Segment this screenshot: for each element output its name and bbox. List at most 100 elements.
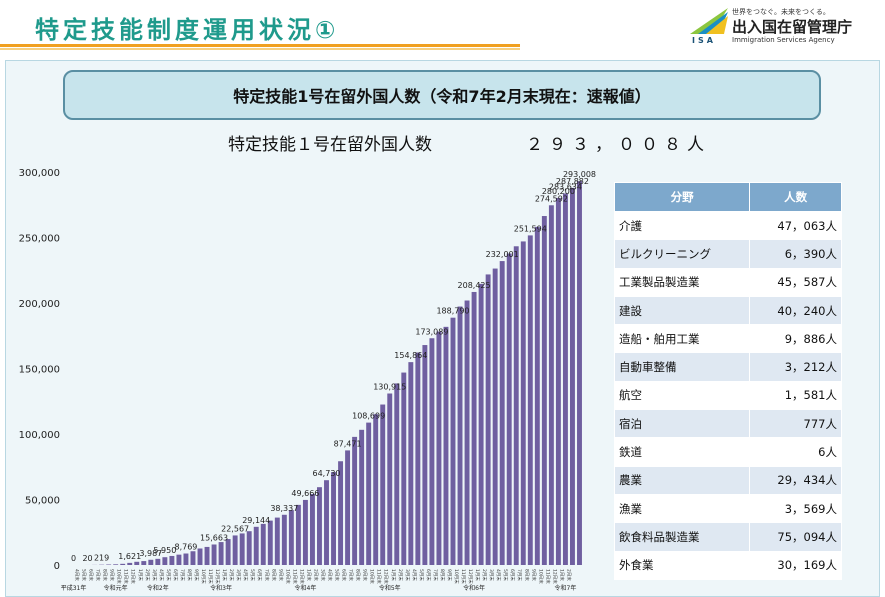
data-label: 29,144 [242,516,270,525]
data-label: 219 [94,554,109,563]
x-tick-label: 4月末 [74,569,81,581]
x-tick-label: 1月末 [558,569,565,581]
data-label: 15,663 [200,533,228,542]
data-label: 154,864 [394,351,427,360]
bar [506,253,512,565]
table-row: 建設 40，240人 [613,295,842,326]
x-tick-label: 6月末 [256,569,263,581]
bar [232,535,238,565]
data-label: 38,337 [270,504,298,513]
x-tick-label: 4月末 [327,569,334,581]
x-tick-label: 9月末 [277,569,284,581]
data-label: 188,790 [436,307,469,316]
x-tick-label: 2月末 [144,569,151,581]
era-label: 令和6年 [463,584,485,592]
data-label: 8,769 [174,543,197,552]
bar [485,274,491,565]
bar [534,226,540,565]
table-row: ビルクリーニング 6，390人 [613,239,842,269]
bar [436,331,442,565]
bar [408,362,414,565]
data-label: 293,008 [563,170,596,179]
bar [548,205,554,565]
x-tick-label: 9月末 [446,569,453,581]
bar [394,383,400,565]
era-label: 令和7年 [555,584,577,592]
bar [422,345,428,565]
field-name: 航空 [613,380,751,411]
title-underline-secondary [0,48,520,50]
table-header-field: 分野 [613,182,751,212]
bar [281,514,287,565]
x-tick-label: 7月末 [516,569,523,581]
field-table: 分野 人数 介護 47，063人 ビルクリーニング 6，390人 工業製品製造業 45，5… [613,182,842,580]
data-label: 130,915 [373,383,406,392]
x-tick-label: 3月末 [235,569,242,581]
x-tick-label: 9月末 [362,569,369,581]
bar [155,558,161,565]
bar [492,268,498,565]
bar [134,561,140,565]
field-count: 75，094人 [749,522,842,552]
bar [387,393,393,565]
x-tick-label: 11月末 [291,569,298,584]
bar [577,181,582,565]
x-tick-label: 5月末 [81,569,88,581]
data-label: 87,471 [334,439,362,448]
field-name: 農業 [613,465,751,495]
bar [309,494,315,565]
y-axis: 0 50,000 100,000 150,000 200,000 250,000 300,0… [19,168,60,572]
bar [239,533,245,565]
bar [513,246,519,565]
x-tick-label: 8月末 [355,569,362,581]
data-label: 173,089 [415,327,448,336]
x-tick-label: 8月末 [102,569,109,581]
data-label: 1,621 [118,552,141,561]
data-label: 232,001 [486,250,519,259]
x-tick-label: 2月末 [312,569,319,581]
x-tick-label: 6月末 [172,569,179,581]
x-tick-label: 10月末 [369,569,376,584]
field-count: 3，212人 [749,352,842,382]
bar [127,562,133,565]
bar [401,372,407,565]
data-label: 0 [71,554,76,563]
x-axis-labels: 4月末 5月末 6月末 7月末 8月末 9月末 10月末 11月末 12月末 1月末 2月末 3月末 4… [61,569,577,592]
x-tick-label: 9月末 [530,569,537,581]
x-tick-label: 2月末 [228,569,235,581]
page-header: 特定技能制度運用状況① ISA 世界をつなぐ。未来をつくる。 出入国在留管理庁 … [0,0,885,52]
field-name: 造船・舶用工業 [613,324,751,354]
x-tick-label: 10月末 [453,569,460,584]
bar [211,544,217,565]
x-tick-label: 10月末 [537,569,544,584]
field-name: ビルクリーニング [613,239,751,269]
bar [380,404,386,565]
x-tick-label: 1月末 [390,569,397,581]
x-tick-label: 4月末 [411,569,418,581]
bar [478,283,484,565]
bar [204,546,210,565]
x-tick-label: 11月末 [376,569,383,584]
x-tick-label: 10月末 [116,569,123,584]
bar [274,517,280,565]
bar [141,561,147,565]
bar [415,352,421,565]
org-tagline: 世界をつなぐ。未来をつくる。 [732,8,830,16]
bar-chart: 0 50,000 100,000 150,000 200,000 250,000 300,0… [19,168,596,592]
field-count: 1，581人 [749,380,842,411]
x-tick-label: 7月末 [432,569,439,581]
bar [267,520,273,565]
x-tick-label: 6月末 [341,569,348,581]
data-label: 64,730 [313,469,341,478]
bar [570,187,575,565]
x-tick-label: 11月末 [207,569,214,584]
field-name: 宿泊 [613,409,751,439]
field-name: 外食業 [613,550,751,580]
table-row: 農業 29，434人 [613,465,842,495]
data-label: 108,699 [352,412,385,421]
y-tick-label: 0 [54,561,60,572]
bar [359,429,365,565]
field-name: 工業製品製造業 [613,267,751,297]
table-row: 自動車整備 3，212人 [613,352,842,382]
y-tick-label: 250,000 [19,234,60,245]
